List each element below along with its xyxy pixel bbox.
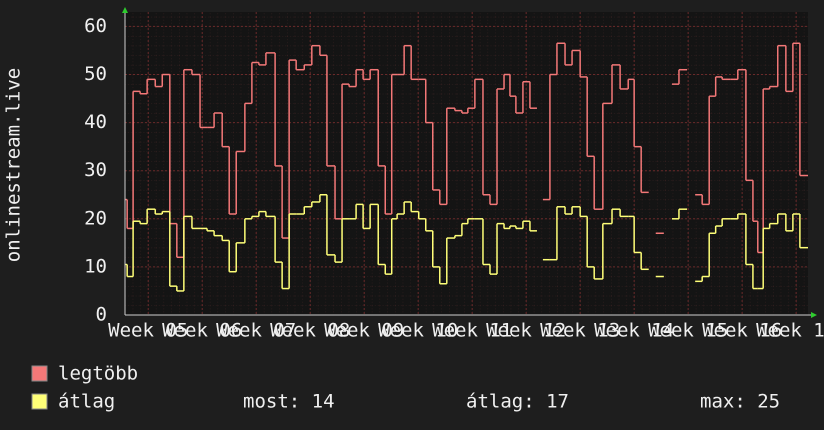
- y-tick-label: 10: [84, 255, 107, 277]
- legend-label: legtöbb: [58, 363, 138, 385]
- x-tick-label: Week 13: [540, 320, 620, 342]
- y-tick-label: 40: [84, 111, 107, 133]
- x-tick-label: Week 12: [486, 320, 566, 342]
- y-axis-arrow: [122, 7, 128, 13]
- legend-swatch: [31, 365, 48, 382]
- y-axis-label: onlinestream.live: [3, 68, 25, 262]
- lines: [125, 42, 808, 292]
- x-tick-label: Week 11: [432, 320, 512, 342]
- x-tick-label: Week 10: [378, 320, 458, 342]
- x-tick-label: Week 07: [216, 320, 296, 342]
- x-tick-label: Week 17: [756, 320, 824, 342]
- y-tick-label: 30: [84, 159, 107, 181]
- grid: [125, 12, 808, 316]
- y-tick-label: 60: [84, 15, 107, 37]
- legend: legtöbb átlag: [31, 363, 138, 413]
- stat: most: 14: [243, 391, 335, 413]
- x-tick-label: Week 05: [108, 320, 188, 342]
- legend-swatch: [31, 393, 48, 410]
- legend-label: átlag: [58, 391, 115, 413]
- y-tick-label: 50: [84, 63, 107, 85]
- y-tick-label: 20: [84, 207, 107, 229]
- x-tick-label: Week 08: [270, 320, 350, 342]
- y-tick-label: 0: [96, 304, 107, 326]
- x-tick-label: Week 09: [324, 320, 404, 342]
- series-line: [125, 42, 808, 259]
- x-tick-label: Week 06: [162, 320, 242, 342]
- x-tick-label: Week 16: [702, 320, 782, 342]
- series-line: [125, 194, 808, 292]
- x-axis-arrow: [811, 312, 817, 318]
- stat: max: 25: [700, 391, 780, 413]
- x-tick-label: Week 15: [648, 320, 728, 342]
- stat: átlag: 17: [466, 391, 569, 413]
- x-tick-label: Week 14: [594, 320, 674, 342]
- minor-grid: [125, 12, 808, 315]
